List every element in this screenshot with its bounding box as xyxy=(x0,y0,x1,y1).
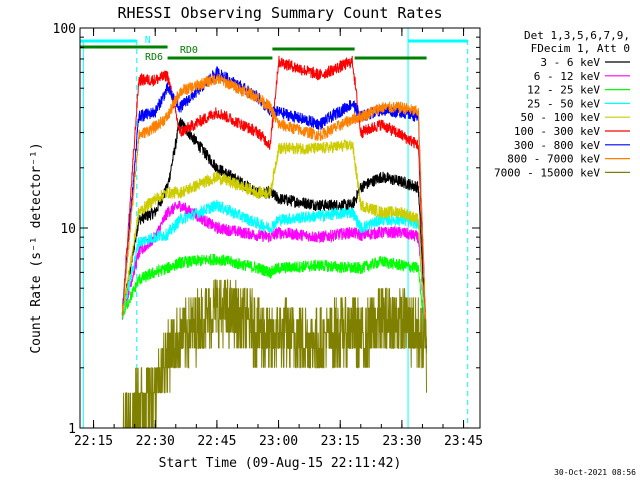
legend-entry: 12 - 25 keV xyxy=(527,84,600,97)
legend-header: FDecim 1, Att 0 xyxy=(531,42,630,55)
legend-entry: 7000 - 15000 keV xyxy=(494,166,600,179)
timestamp: 30-Oct-2021 08:56 xyxy=(554,468,636,477)
legend: Det 1,3,5,6,7,9,FDecim 1, Att 03 - 6 keV… xyxy=(494,29,630,179)
legend-entry: 25 - 50 keV xyxy=(527,97,600,110)
x-tick-label: 22:15 xyxy=(74,434,113,449)
legend-entry: 50 - 100 keV xyxy=(521,111,601,124)
rd0-label: RD0 xyxy=(180,45,198,56)
plot-area: N RD0 RD6 22:15 22:30 22:45 23:00 23:15 23:30 23:… xyxy=(53,22,484,449)
x-tick-label: 23:15 xyxy=(321,434,360,449)
series-line xyxy=(121,139,427,346)
y-axis-label: Count Rate (s⁻¹ detector⁻¹) xyxy=(29,142,44,353)
legend-header: Det 1,3,5,6,7,9, xyxy=(524,29,630,42)
legend-entry: 800 - 7000 keV xyxy=(507,153,600,166)
legend-entry: 300 - 800 keV xyxy=(514,139,600,152)
series-line xyxy=(121,200,427,352)
y-tick-label: 10 xyxy=(60,222,76,237)
series-line xyxy=(121,199,427,345)
x-tick-label: 22:45 xyxy=(197,434,236,449)
night-label: N xyxy=(145,35,151,46)
series-line xyxy=(122,279,427,429)
series-line xyxy=(121,117,427,351)
x-axis-label: Start Time (09-Aug-15 22:11:42) xyxy=(159,456,402,471)
chart-title: RHESSI Observing Summary Count Rates xyxy=(117,4,442,22)
x-tick-label: 23:45 xyxy=(444,434,483,449)
legend-entry: 3 - 6 keV xyxy=(540,56,600,69)
legend-entry: 6 - 12 keV xyxy=(534,70,601,83)
legend-entry: 100 - 300 keV xyxy=(514,125,600,138)
y-tick-label: 1 xyxy=(68,422,76,437)
series-line xyxy=(121,73,427,346)
series-line xyxy=(121,253,427,354)
x-tick-label: 23:30 xyxy=(382,434,421,449)
rd6-label: RD6 xyxy=(145,52,163,63)
x-tick-label: 22:30 xyxy=(136,434,175,449)
x-tick-label: 23:00 xyxy=(259,434,298,449)
y-tick-label: 100 xyxy=(53,22,76,37)
